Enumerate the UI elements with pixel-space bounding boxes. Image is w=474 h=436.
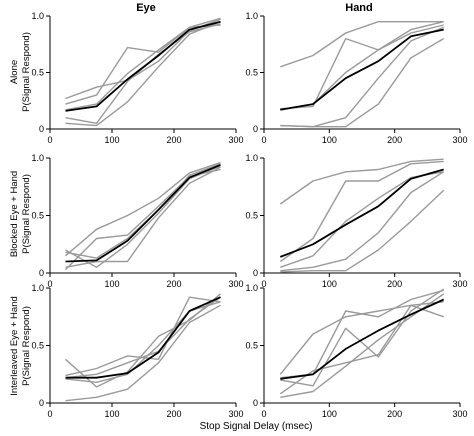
panel-interleaved-eye: 0 0.5 1.0 0 100 200 300 xyxy=(31,283,243,419)
x-tick-label: 100 xyxy=(104,135,119,145)
row-ylabel-interleaved: P(Signal Respond) xyxy=(21,306,32,386)
subject-line-2 xyxy=(279,160,444,263)
row-label-alone: Alone xyxy=(9,60,20,84)
subject-line-4 xyxy=(280,293,445,398)
panel-interleaved-hand: 0 0.5 1.0 0 100 200 300 xyxy=(245,283,467,419)
column-title-eye: Eye xyxy=(136,2,156,14)
subject-line-2 xyxy=(280,289,444,379)
panel-blocked-hand: 0 0.5 1.0 0 100 200 300 xyxy=(245,153,467,289)
y-tick-label: 0.5 xyxy=(245,341,258,351)
panel-alone-eye: 0 0.5 1.0 0 100 200 300 xyxy=(31,11,243,145)
mean-line xyxy=(65,296,221,379)
x-tick-label: 300 xyxy=(452,135,467,145)
x-tick-label: 200 xyxy=(166,409,181,419)
subject-line-5 xyxy=(280,37,445,128)
y-tick-label: 0.5 xyxy=(31,211,44,221)
subject-line-2 xyxy=(280,21,444,110)
mean-line xyxy=(65,20,221,112)
y-tick-label: 0.5 xyxy=(31,341,44,351)
subject-line-4 xyxy=(65,21,221,127)
x-tick-label: 200 xyxy=(166,135,181,145)
x-tick-label: 100 xyxy=(322,409,337,419)
x-tick-label: 100 xyxy=(322,135,337,145)
y-tick-label: 0 xyxy=(39,268,44,278)
panel-blocked-eye: 0 0.5 1.0 0 100 200 300 xyxy=(31,153,243,289)
subject-line-4 xyxy=(280,171,445,272)
x-tick-label: 200 xyxy=(166,279,181,289)
mean-line xyxy=(280,28,444,111)
row-label-blocked: Blocked Eye + Hand xyxy=(9,171,20,257)
column-title-hand: Hand xyxy=(345,2,373,14)
subject-line-4 xyxy=(280,26,444,128)
subject-line-5 xyxy=(65,168,221,271)
x-tick-label: 200 xyxy=(387,279,402,289)
x-tick-label: 0 xyxy=(261,279,266,289)
x-tick-label: 100 xyxy=(104,409,119,419)
subject-line-3 xyxy=(280,288,445,387)
x-tick-label: 300 xyxy=(228,135,243,145)
subject-line-4 xyxy=(65,166,221,268)
y-tick-label: 0 xyxy=(39,398,44,408)
subject-line-5 xyxy=(65,24,221,111)
subject-line-5 xyxy=(279,304,444,395)
subject-line-1 xyxy=(279,301,444,375)
x-axis-label: Stop Signal Delay (msec) xyxy=(200,421,313,432)
y-tick-label: 0.5 xyxy=(31,68,44,78)
x-tick-label: 100 xyxy=(104,279,119,289)
x-tick-label: 300 xyxy=(228,409,243,419)
x-tick-label: 0 xyxy=(261,135,266,145)
y-tick-label: 0 xyxy=(253,398,258,408)
y-tick-label: 1.0 xyxy=(245,283,258,293)
y-tick-label: 1.0 xyxy=(31,283,44,293)
y-tick-label: 0 xyxy=(39,124,44,134)
subject-line-2 xyxy=(65,163,221,259)
y-tick-label: 0 xyxy=(253,124,258,134)
subject-line-3 xyxy=(65,165,221,268)
subject-line-4 xyxy=(65,304,221,402)
panel-alone-hand: 0 0.5 1.0 0 100 200 300 xyxy=(245,11,467,145)
mean-line xyxy=(280,298,445,380)
subject-line-2 xyxy=(65,17,221,105)
x-tick-label: 300 xyxy=(452,409,467,419)
x-tick-label: 0 xyxy=(47,409,52,419)
y-tick-label: 0.5 xyxy=(245,211,258,221)
x-tick-label: 0 xyxy=(261,409,266,419)
row-ylabel-blocked: P(Signal Respond) xyxy=(21,174,32,254)
subject-line-1 xyxy=(279,158,444,205)
x-tick-label: 0 xyxy=(47,279,52,289)
subject-line-1 xyxy=(65,161,221,257)
y-tick-label: 1.0 xyxy=(31,153,44,163)
y-tick-label: 1.0 xyxy=(245,153,258,163)
row-ylabel-alone: P(Signal Respond) xyxy=(21,32,32,112)
row-label-interleaved: Interleaved Eye + Hand xyxy=(9,296,20,396)
mean-line xyxy=(65,164,221,263)
x-tick-label: 200 xyxy=(387,135,402,145)
subject-line-5 xyxy=(280,189,445,273)
x-tick-label: 200 xyxy=(387,409,402,419)
subject-line-3 xyxy=(65,296,221,379)
x-tick-label: 300 xyxy=(228,279,243,289)
x-tick-label: 300 xyxy=(452,279,467,289)
x-tick-label: 0 xyxy=(47,135,52,145)
y-tick-label: 1.0 xyxy=(245,11,258,21)
y-tick-label: 0.5 xyxy=(245,68,258,78)
y-tick-label: 0 xyxy=(253,268,258,278)
mean-line xyxy=(279,168,444,258)
subject-line-1 xyxy=(280,21,444,68)
x-tick-label: 100 xyxy=(322,279,337,289)
y-tick-label: 1.0 xyxy=(31,11,44,21)
